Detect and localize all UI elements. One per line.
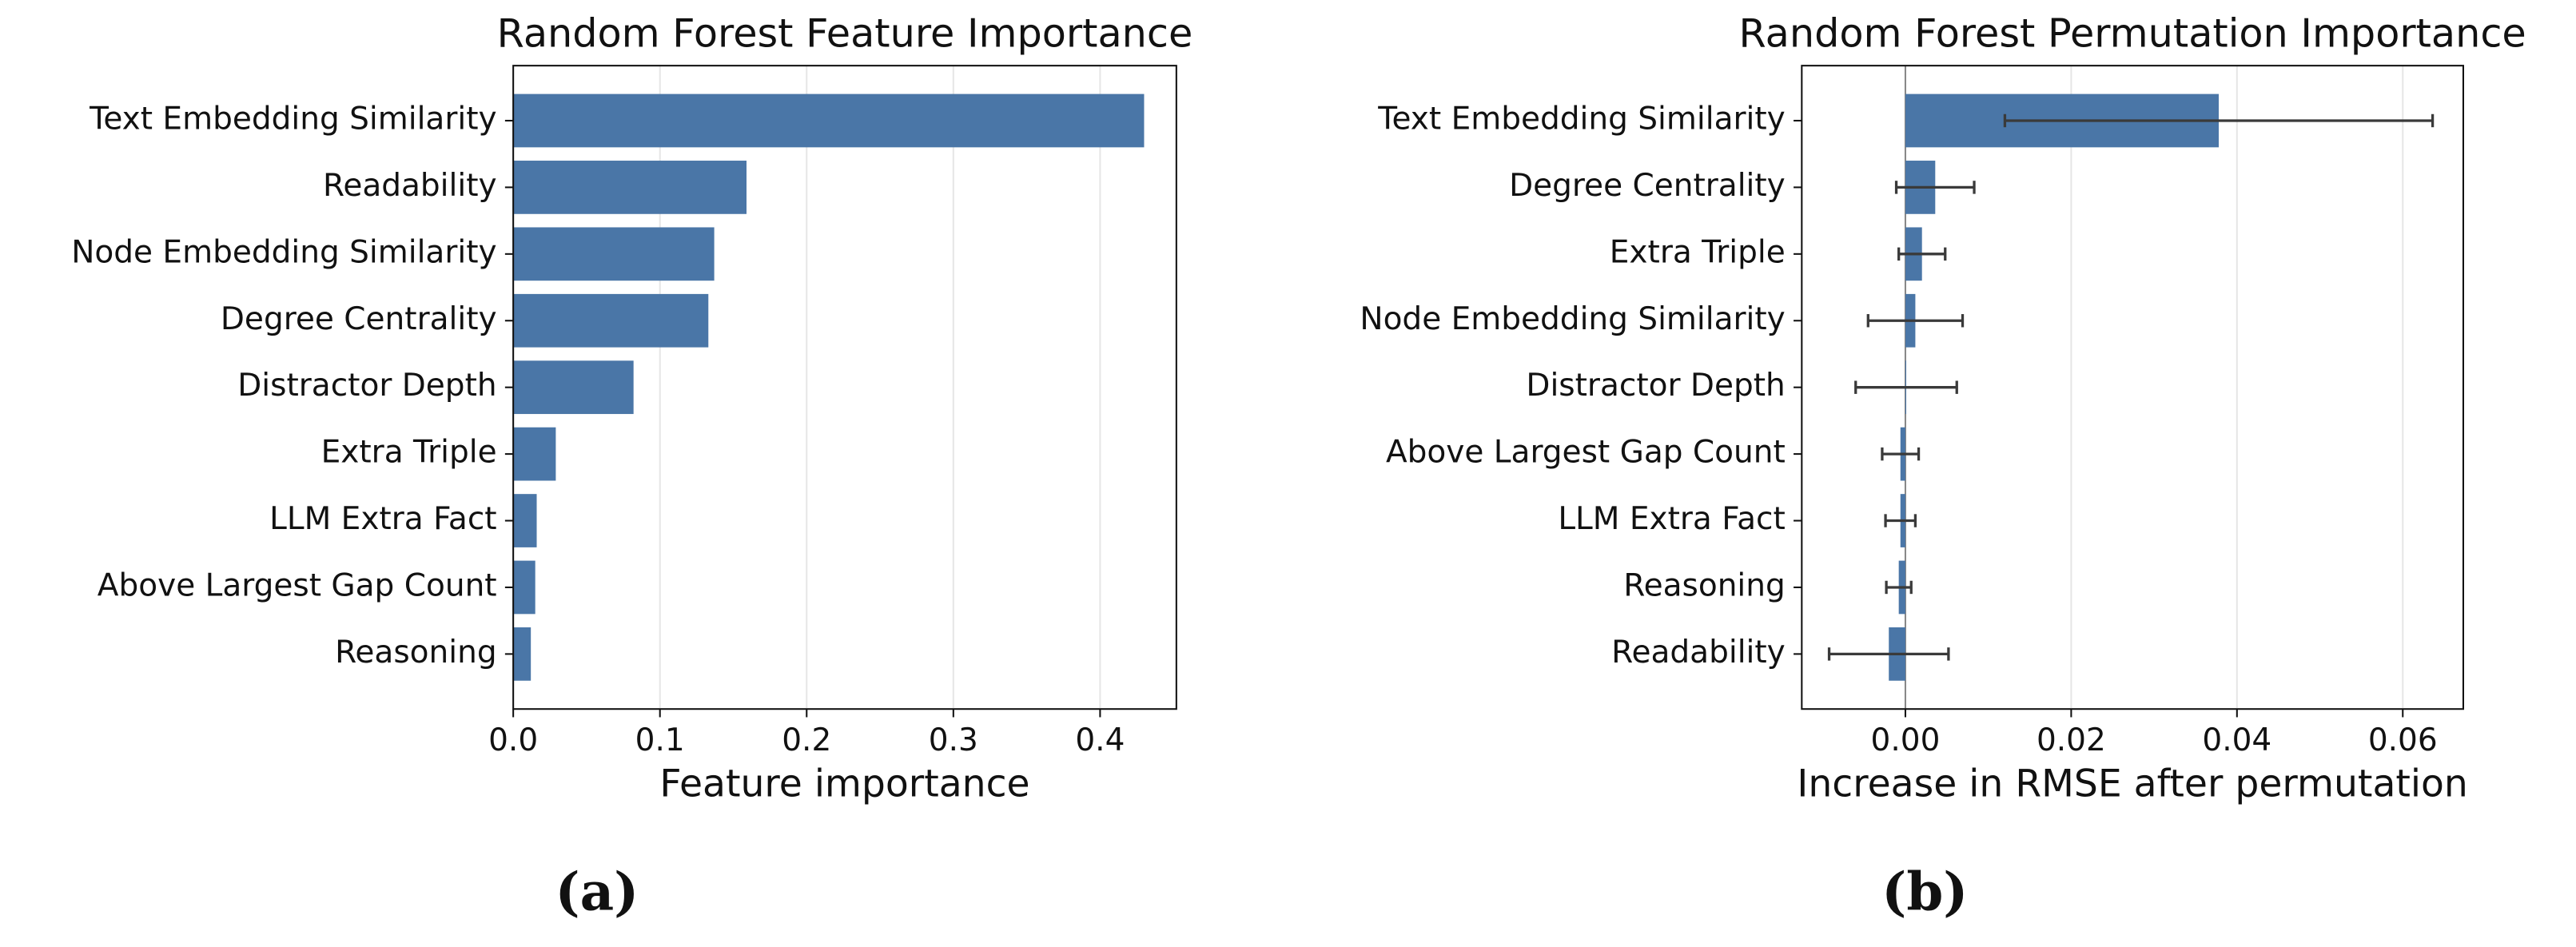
y-tick-label: Extra Triple [321, 435, 497, 471]
y-tick-label: Degree Centrality [1509, 168, 1786, 204]
x-tick-label: 0.04 [2202, 722, 2271, 758]
plot-frame [512, 65, 1177, 710]
error-bar [1854, 380, 1958, 394]
y-tick-label: Readability [323, 168, 497, 204]
bar [513, 360, 634, 415]
error-bar [1885, 580, 1913, 595]
y-tick-label: Reasoning [1623, 567, 1786, 603]
y-tick-label: Node Embedding Similarity [1360, 301, 1785, 337]
x-tick-label: 0.1 [635, 722, 685, 758]
bar [513, 560, 536, 615]
error-bar [1827, 647, 1950, 661]
y-tick-label: Text Embedding Similarity [89, 101, 496, 137]
chart-title: Random Forest Feature Importance [497, 10, 1193, 57]
plot-frame [1801, 65, 2464, 710]
y-tick-label: Node Embedding Similarity [71, 234, 496, 270]
y-tick-label: Above Largest Gap Count [98, 567, 497, 603]
error-bar [1897, 247, 1947, 261]
x-axis-label: Feature importance [659, 762, 1029, 806]
y-tick-label: Distractor Depth [1526, 368, 1785, 404]
y-tick-label: Readability [1611, 635, 1786, 670]
y-tick-label: Reasoning [335, 635, 497, 670]
x-tick-label: 0.3 [929, 722, 978, 758]
error-bar [1881, 447, 1921, 461]
error-bar [2003, 113, 2435, 128]
error-bar [1894, 181, 1976, 194]
chart-title: Random Forest Permutation Importance [1739, 10, 2526, 57]
y-tick-label: Degree Centrality [221, 301, 497, 337]
panel-label: (b) [1881, 861, 1968, 922]
bar [513, 94, 1145, 148]
error-bar [1884, 514, 1917, 527]
y-tick-label: Extra Triple [1610, 234, 1786, 270]
y-tick-label: Above Largest Gap Count [1386, 435, 1786, 471]
bar [513, 627, 532, 681]
error-bar [1866, 314, 1965, 328]
x-tick-label: 0.02 [2037, 722, 2106, 758]
x-axis-label: Increase in RMSE after permutation [1797, 762, 2467, 806]
panel-label: (a) [555, 861, 639, 922]
x-tick-label: 0.0 [488, 722, 538, 758]
bar [513, 427, 556, 481]
x-tick-label: 0.06 [2368, 722, 2438, 758]
y-tick-label: LLM Extra Fact [1558, 501, 1785, 537]
bar [513, 494, 537, 547]
y-tick-label: LLM Extra Fact [269, 501, 496, 537]
y-tick-label: Distractor Depth [237, 368, 496, 404]
bar [513, 293, 709, 348]
x-tick-label: 0.4 [1075, 722, 1125, 758]
x-tick-label: 0.00 [1871, 722, 1941, 758]
x-tick-label: 0.2 [782, 722, 831, 758]
y-tick-label: Text Embedding Similarity [1377, 101, 1785, 137]
bar [513, 161, 747, 214]
bar [513, 227, 715, 281]
